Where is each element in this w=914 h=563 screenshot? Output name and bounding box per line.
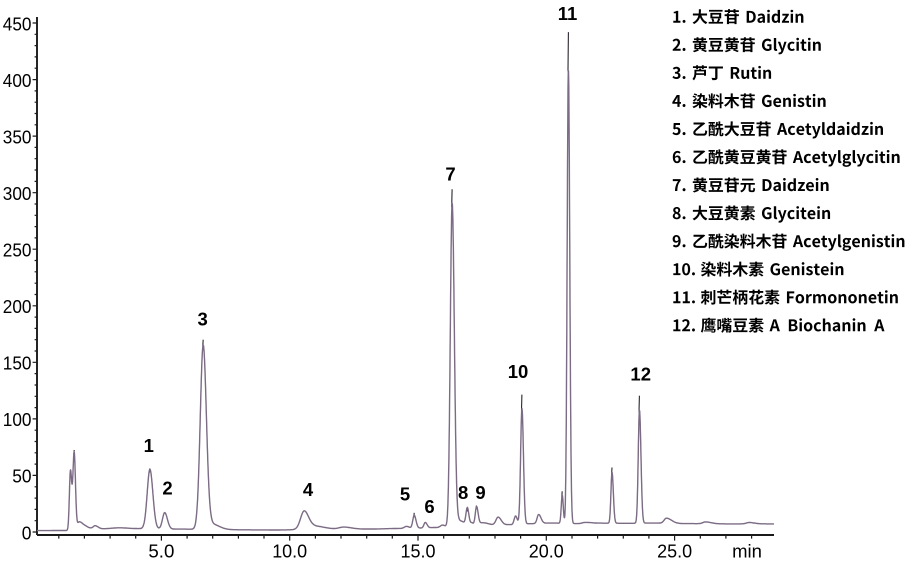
svg-text:11: 11: [558, 3, 578, 24]
svg-text:20.0: 20.0: [529, 541, 564, 562]
svg-text:400: 400: [3, 70, 32, 91]
svg-text:100: 100: [3, 409, 32, 430]
svg-text:10.0: 10.0: [272, 541, 307, 562]
svg-text:50: 50: [12, 466, 31, 487]
svg-text:200: 200: [3, 296, 32, 317]
svg-text:5: 5: [400, 484, 410, 505]
svg-text:2: 2: [162, 478, 172, 499]
svg-text:300: 300: [3, 183, 32, 204]
svg-text:450: 450: [3, 13, 32, 34]
svg-text:8: 8: [458, 482, 468, 503]
svg-text:6: 6: [424, 496, 434, 517]
svg-text:150: 150: [3, 353, 32, 374]
svg-text:10: 10: [508, 361, 529, 382]
svg-text:3: 3: [197, 308, 207, 329]
svg-text:250: 250: [3, 240, 32, 261]
svg-text:9: 9: [475, 482, 485, 503]
svg-text:0: 0: [22, 522, 32, 543]
svg-text:1: 1: [144, 435, 154, 456]
svg-text:7: 7: [445, 164, 455, 185]
svg-text:5.0: 5.0: [148, 541, 174, 562]
svg-text:350: 350: [3, 126, 32, 147]
svg-text:4: 4: [303, 479, 314, 500]
svg-text:min: min: [732, 541, 762, 562]
svg-text:25.0: 25.0: [657, 541, 692, 562]
svg-text:12: 12: [630, 363, 651, 384]
svg-text:15.0: 15.0: [401, 541, 436, 562]
